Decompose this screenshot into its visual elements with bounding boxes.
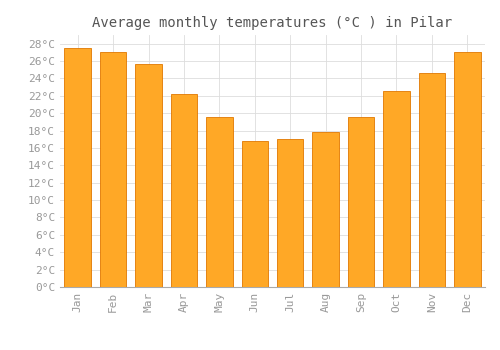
Bar xyxy=(418,73,445,287)
Bar xyxy=(348,117,374,287)
Bar xyxy=(383,91,409,287)
Bar xyxy=(277,139,303,287)
Bar xyxy=(206,117,233,287)
Bar xyxy=(312,132,339,287)
Title: Average monthly temperatures (°C ) in Pilar: Average monthly temperatures (°C ) in Pi… xyxy=(92,16,452,30)
Bar xyxy=(64,48,91,287)
Bar xyxy=(242,141,268,287)
Bar xyxy=(136,64,162,287)
Bar xyxy=(454,52,480,287)
Bar xyxy=(170,94,197,287)
Bar xyxy=(100,52,126,287)
